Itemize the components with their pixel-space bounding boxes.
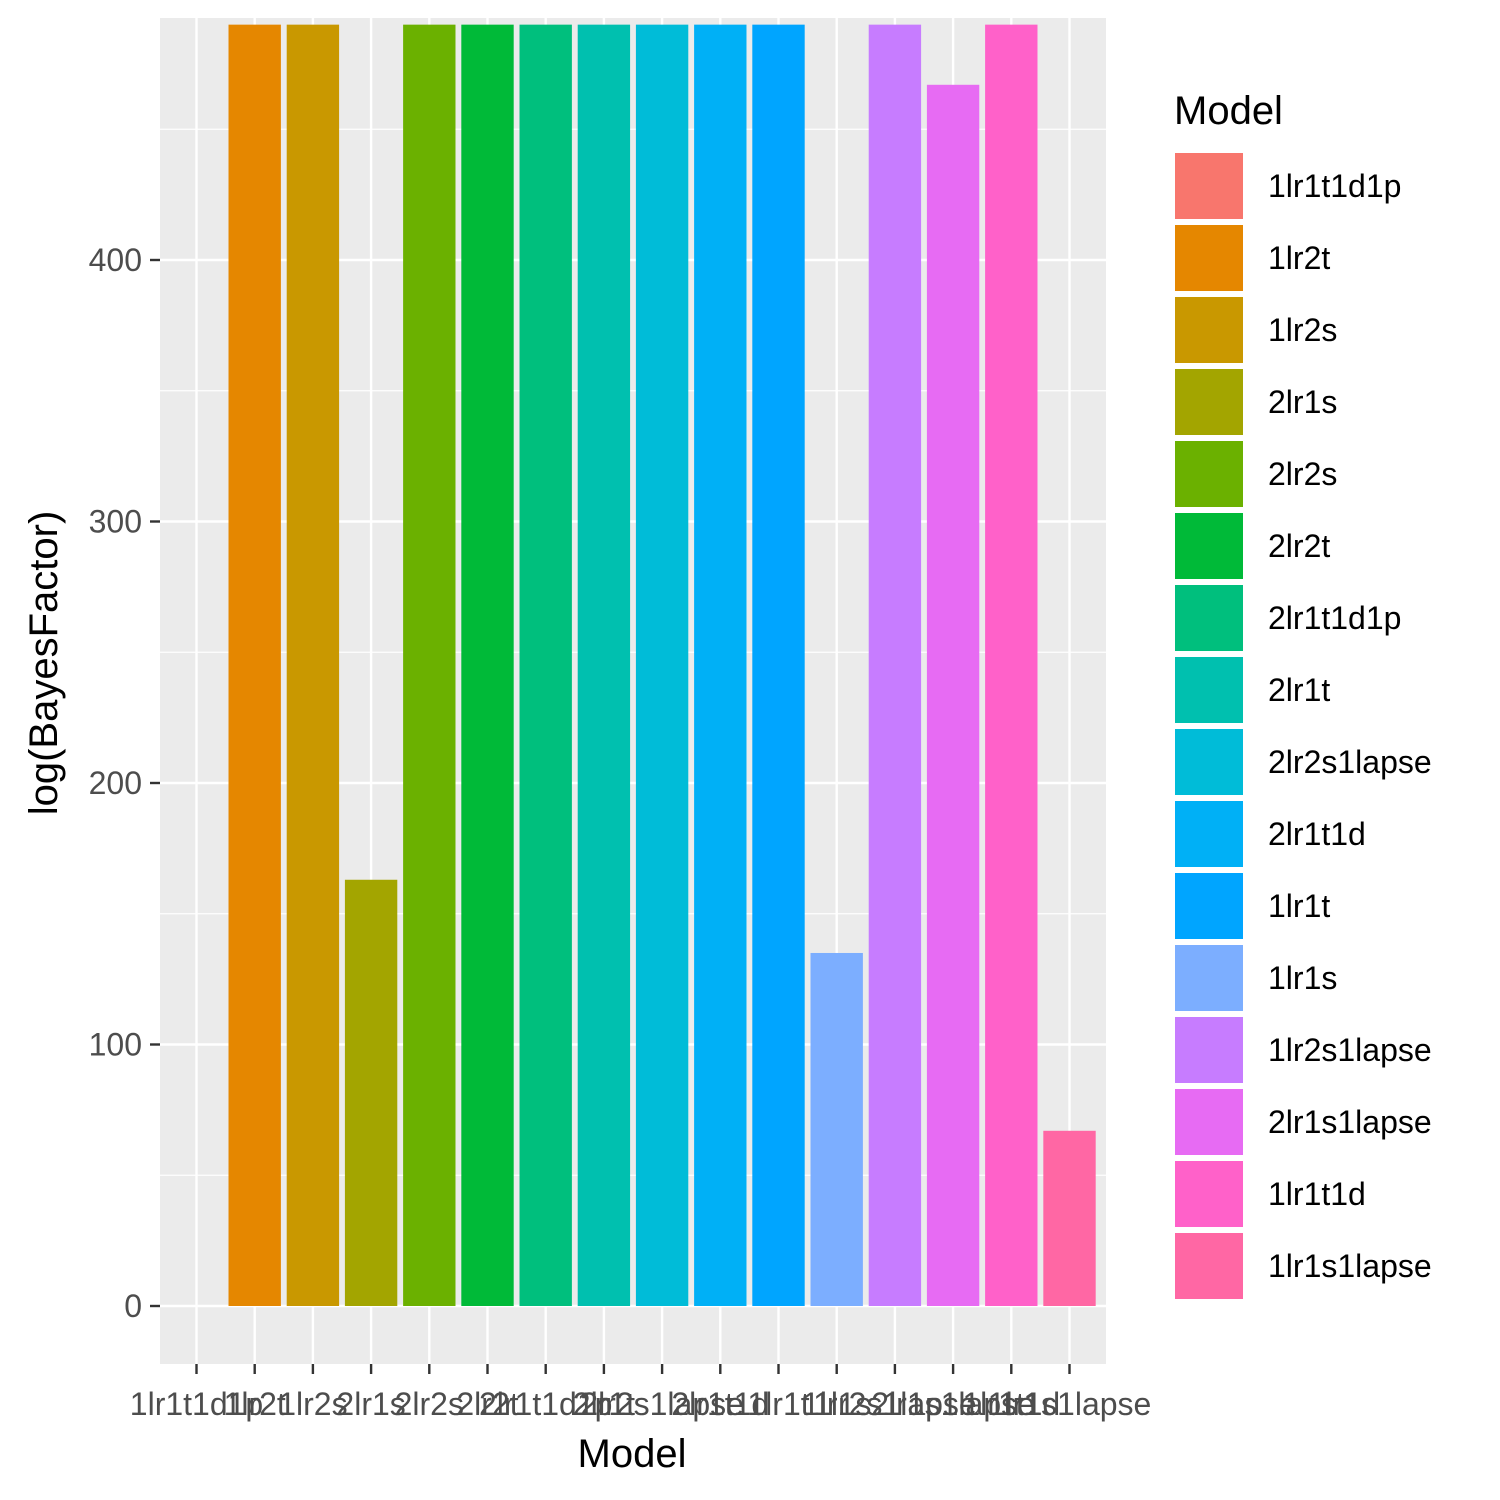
bar-1lr1t1d (985, 24, 1038, 1306)
legend-label: 1lr1t1d1p (1268, 168, 1401, 204)
legend-label: 1lr2t (1268, 240, 1330, 276)
legend-label: 2lr1s1lapse (1268, 1104, 1432, 1140)
legend-key-1lr1s (1175, 945, 1243, 1011)
legend-key-2lr1s (1175, 369, 1243, 435)
x-tick-label: 1lr1t1d1p (130, 1386, 263, 1422)
legend-label: 1lr1t1d (1268, 1176, 1366, 1212)
bar-2lr1s (344, 879, 398, 1306)
legend-key-1lr2t (1175, 225, 1243, 291)
bars (228, 24, 1096, 1306)
bar-2lr1t1d1p (519, 24, 572, 1306)
x-tick-label: 2lr1t1d1p (479, 1386, 612, 1422)
bar-1lr1s1lapse (1043, 1130, 1096, 1306)
legend-label: 1lr2s (1268, 312, 1337, 348)
legend-label: 2lr1t1d1p (1268, 600, 1401, 636)
legend-key-2lr1s1lapse (1175, 1089, 1243, 1155)
bar-2lr2t (461, 24, 514, 1306)
legend-key-2lr2s1lapse (1175, 729, 1243, 795)
axes: 01002003004001lr1t1d1p1lr2t1lr2s2lr1s2lr… (89, 242, 1152, 1422)
x-tick-label: 1lr2t (224, 1386, 286, 1422)
bar-1lr2s (286, 24, 340, 1306)
bar-1lr1s (810, 952, 863, 1306)
x-tick-label: 1lr1t (747, 1386, 809, 1422)
legend-key-1lr1t1d (1175, 1161, 1243, 1227)
y-tick-label: 100 (89, 1027, 142, 1063)
legend-label: 2lr1t1d (1268, 816, 1366, 852)
x-tick-label: 2lr1s1lapse (871, 1386, 1035, 1422)
legend-label: 2lr1s (1268, 384, 1337, 420)
x-axis-title: Model (578, 1432, 687, 1476)
x-tick-label: 2lr2s1lapse (580, 1386, 744, 1422)
x-tick-label: 2lr1t1d (671, 1386, 769, 1422)
legend-key-2lr2s (1175, 441, 1243, 507)
legend-key-1lr2s (1175, 297, 1243, 363)
bar-2lr1s1lapse (926, 84, 980, 1306)
legend-title: Model (1174, 89, 1283, 133)
bar-2lr2s (403, 24, 456, 1306)
bar-1lr1t (752, 24, 805, 1306)
x-tick-label: 2lr1s (336, 1386, 405, 1422)
y-tick-label: 300 (89, 504, 142, 540)
x-tick-label: 2lr1t (573, 1386, 635, 1422)
x-tick-label: 1lr2s (278, 1386, 347, 1422)
legend-label: 2lr2t (1268, 528, 1330, 564)
x-tick-label: 2lr2s (395, 1386, 464, 1422)
legend-key-1lr1t (1175, 873, 1243, 939)
legend-key-1lr2s1lapse (1175, 1017, 1243, 1083)
bar-2lr1t (577, 24, 631, 1306)
bar-2lr2s1lapse (635, 24, 689, 1306)
legend-key-2lr1t1d1p (1175, 585, 1243, 651)
legend-label: 1lr1t (1268, 888, 1330, 924)
x-tick-label: 1lr1s1lapse (988, 1386, 1152, 1422)
legend-label: 2lr2s1lapse (1268, 744, 1432, 780)
y-tick-label: 200 (89, 765, 142, 801)
x-tick-label: 1lr1s (802, 1386, 871, 1422)
bar-1lr2t (228, 24, 281, 1306)
legend-key-1lr1s1lapse (1175, 1233, 1243, 1299)
legend-label: 1lr1s (1268, 960, 1337, 996)
bar-2lr1t1d (694, 24, 747, 1306)
legend-label: 2lr2s (1268, 456, 1337, 492)
x-tick-label: 1lr2s1lapse (813, 1386, 977, 1422)
legend-key-2lr1t1d (1175, 801, 1243, 867)
x-tick-label: 1lr1t1d (962, 1386, 1060, 1422)
y-axis-title: log(BayesFactor) (22, 511, 66, 816)
legend-label: 1lr1s1lapse (1268, 1248, 1432, 1284)
legend-key-1lr1t1d1p (1175, 153, 1243, 219)
y-tick-label: 0 (124, 1288, 142, 1324)
legend-key-2lr2t (1175, 513, 1243, 579)
legend-label: 2lr1t (1268, 672, 1330, 708)
legend-key-2lr1t (1175, 657, 1243, 723)
legend: Model 1lr1t1d1p 1lr2t 1lr2s 2lr1s 2lr2s 2lr2t… (1174, 89, 1432, 1299)
bar-1lr2s1lapse (868, 24, 922, 1306)
y-tick-label: 400 (89, 242, 142, 278)
x-tick-label: 2lr2t (456, 1386, 518, 1422)
legend-label: 1lr2s1lapse (1268, 1032, 1432, 1068)
